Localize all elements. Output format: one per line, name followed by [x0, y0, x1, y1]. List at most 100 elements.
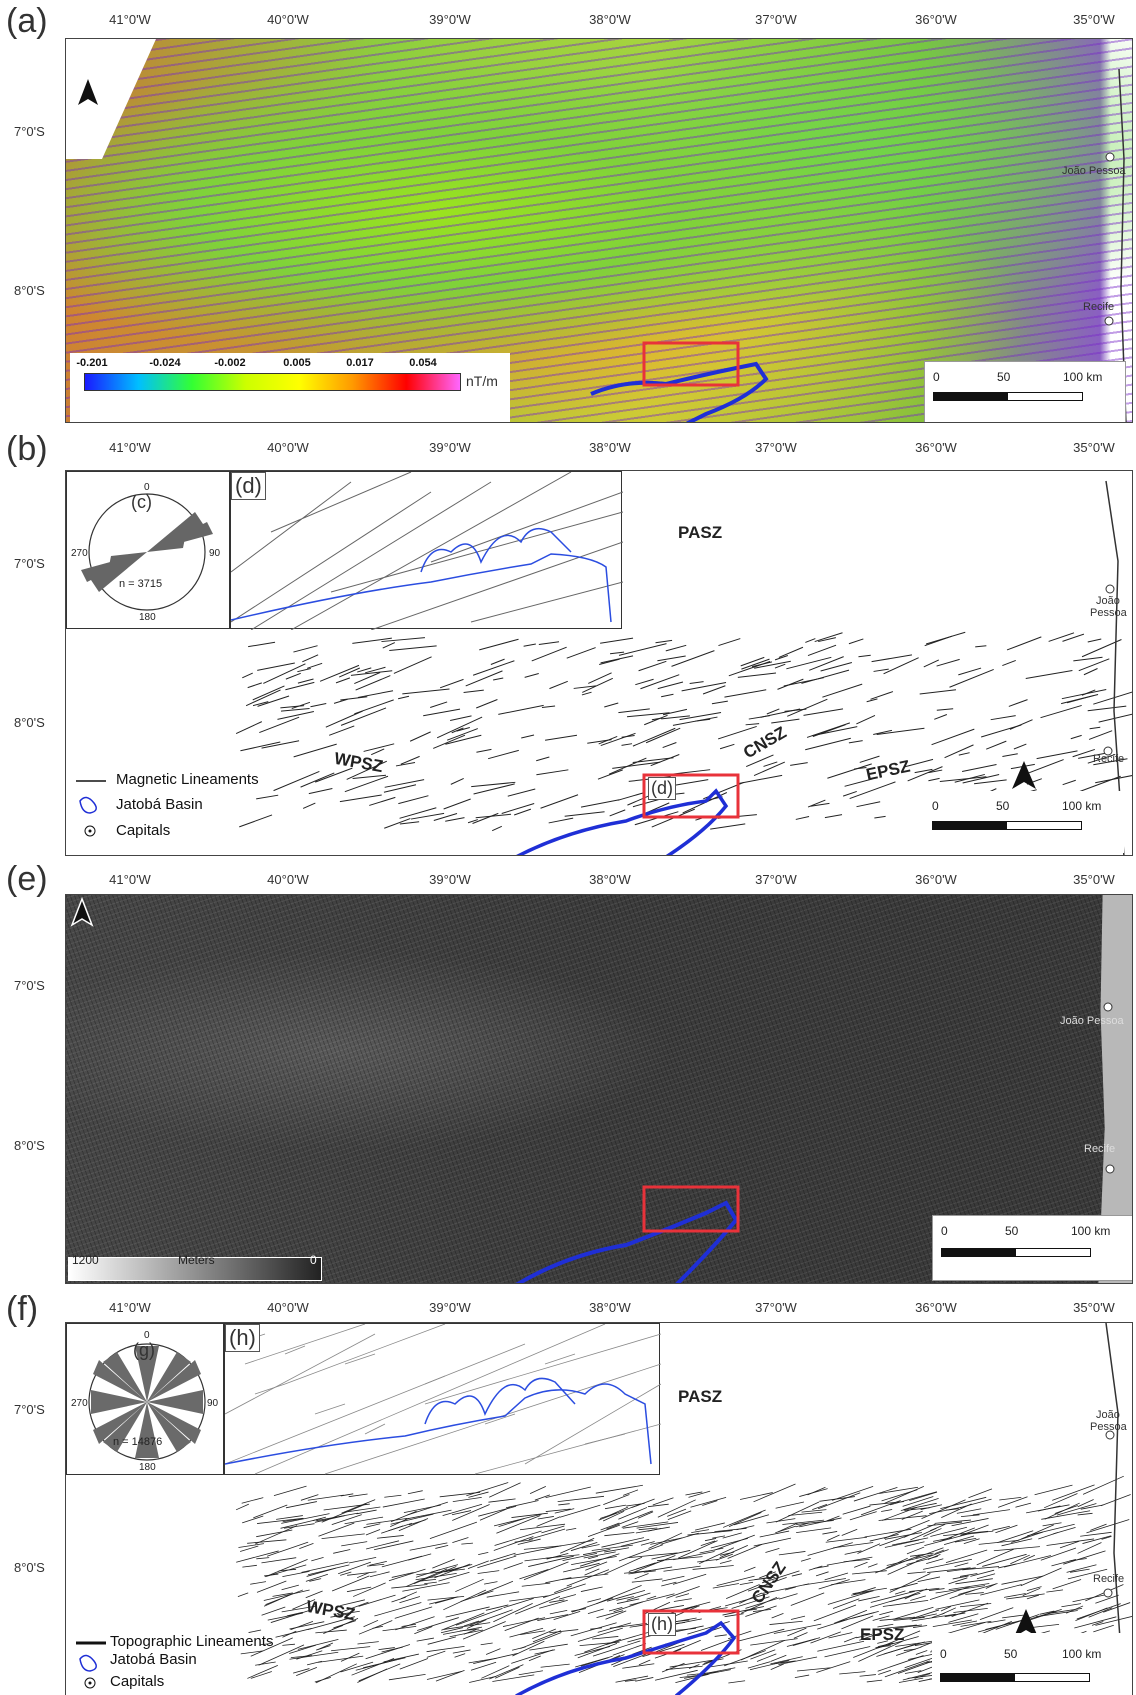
lineament-segment	[565, 1527, 577, 1531]
lineament-segment	[477, 1580, 514, 1596]
lineament-segment	[710, 823, 746, 830]
lineament-segment	[388, 1568, 426, 1582]
lineament-segment	[509, 1595, 549, 1602]
lineament-segment	[998, 1496, 1028, 1508]
lineament-segment	[581, 691, 592, 696]
legend-magnetic-lineaments: Magnetic Lineaments	[116, 771, 259, 788]
lineament-segment	[905, 1588, 928, 1598]
lineament-segment	[695, 718, 711, 722]
jatoba-basin-outline	[590, 361, 769, 422]
lineament-segment	[255, 1661, 276, 1666]
lineament-segment	[445, 817, 465, 822]
lineament-segment	[442, 1626, 483, 1635]
lineament-segment	[690, 1497, 727, 1508]
lineament-segment	[494, 1530, 542, 1546]
lineament-segment	[240, 741, 281, 752]
lineament-segment	[770, 1663, 784, 1670]
lineament-segment	[247, 1665, 278, 1679]
lineament-segment	[929, 1506, 962, 1514]
lineament-segment	[807, 1542, 853, 1556]
inset-label: (h)	[225, 1324, 260, 1352]
lineament-segment	[401, 1623, 417, 1627]
inset-label: (d)	[231, 472, 266, 500]
lineament-segment	[276, 1515, 303, 1520]
lineament-segment	[257, 662, 295, 671]
lineament-segment	[417, 1617, 459, 1631]
lineament-segment	[898, 1677, 924, 1683]
lineament-segment	[609, 809, 626, 817]
lineament-segment	[1026, 1594, 1040, 1600]
lat-label: 8°0'S	[14, 1138, 45, 1153]
lineament-segment	[487, 749, 519, 760]
lineament-segment	[728, 661, 771, 677]
lineament-segment	[1066, 695, 1094, 704]
lineament-segment	[388, 1522, 413, 1532]
scale-bar-white	[1014, 1673, 1090, 1682]
lineament-segment	[636, 1522, 679, 1529]
rose-tick-w: 270	[71, 548, 88, 559]
lineament-segment	[435, 1544, 449, 1549]
lineament-segment	[726, 1584, 760, 1600]
rose-label: (g)	[133, 1340, 155, 1360]
lineament-segment	[687, 1530, 733, 1536]
lineament-segment	[1004, 1593, 1026, 1598]
capital-marker	[1104, 316, 1114, 326]
lineament-segment	[275, 1628, 312, 1638]
lineament-segment	[890, 1491, 937, 1506]
lineament-segment	[1013, 743, 1027, 750]
capital-marker	[1103, 746, 1113, 756]
lineament-segment	[930, 1526, 968, 1537]
lineament-segment	[346, 760, 388, 780]
legend-jatoba-basin: Jatobá Basin	[110, 1651, 197, 1668]
lineament-segment	[532, 1630, 562, 1643]
lineament-segment	[856, 801, 881, 808]
lineament-segment	[747, 1661, 771, 1669]
lineament-segment	[759, 1530, 790, 1538]
lineament-segment	[871, 654, 913, 663]
lineament-segment	[534, 1649, 556, 1655]
lineament-segment	[775, 1501, 820, 1523]
lineament-segment	[849, 781, 896, 800]
lineament-segment	[779, 1593, 798, 1600]
lineament-segment	[333, 698, 348, 704]
shear-zone-label-pasz: PASZ	[678, 523, 723, 542]
lineament-segment	[340, 1661, 374, 1673]
lineament-segment	[248, 1629, 262, 1633]
lineament-segment	[626, 712, 670, 718]
lineament-segment	[976, 1573, 996, 1580]
lineament-segment	[512, 1640, 545, 1657]
lineament-segment	[860, 1500, 901, 1516]
lineament-segment	[955, 1578, 993, 1585]
lineament-segment	[285, 672, 301, 680]
lineament-segment	[1093, 758, 1128, 766]
lineament-segment	[414, 1626, 433, 1635]
lineament-segment	[934, 1519, 971, 1524]
lineament-segment	[580, 799, 620, 808]
coastline	[1105, 480, 1125, 855]
city-label-pessoa: Pessoa	[1090, 607, 1127, 619]
lineament-segment	[940, 1496, 987, 1509]
lineament-segment	[529, 1643, 568, 1651]
lineament-segment	[302, 802, 316, 809]
lon-label: 41°0'W	[109, 872, 151, 887]
lineament-segment	[689, 681, 704, 684]
lineament-segment	[582, 677, 614, 693]
lineament-segment	[867, 1563, 878, 1568]
lineament-segment	[365, 1529, 381, 1536]
box-label: (d)	[648, 777, 676, 800]
lineament-segment	[873, 729, 893, 735]
jatoba-basin-outline	[515, 1620, 737, 1695]
lineament-segment	[443, 798, 471, 810]
lineament-segment	[391, 1584, 428, 1589]
lineament-segment	[582, 1549, 611, 1556]
lat-label: 8°0'S	[14, 283, 45, 298]
lineament-segment	[724, 689, 767, 698]
lineament-segment	[617, 791, 645, 801]
scale-label: 100 km	[1062, 799, 1102, 813]
lineament-segment	[286, 1611, 303, 1617]
lineament-segment	[541, 705, 556, 709]
lineament-segment	[719, 743, 735, 750]
lineament-segment	[490, 658, 505, 665]
lineament-segment	[399, 821, 420, 825]
lineament-segment	[545, 1486, 591, 1499]
